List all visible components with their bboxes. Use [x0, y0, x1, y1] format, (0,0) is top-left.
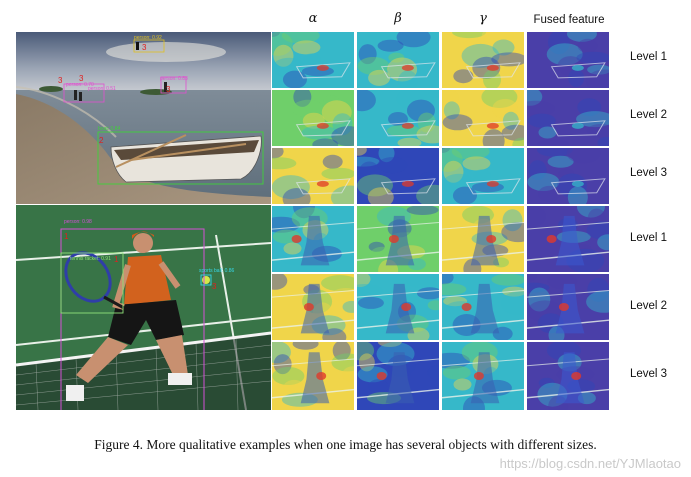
heatmap-cell-beta-level-3 — [357, 148, 439, 204]
heatmap-cell-beta-level-3 — [357, 342, 439, 410]
tennis-scene-image — [16, 205, 271, 410]
level-label: Level 1 — [630, 51, 668, 63]
detection-number: 3 — [58, 76, 63, 85]
boat-scene-image — [16, 32, 271, 204]
heatmap-cell-alpha-level-2 — [272, 274, 354, 340]
level-label: Level 2 — [630, 109, 668, 121]
detection-label: sports ball: 0.86 — [199, 268, 235, 274]
heatmap-cell-fused-level-1 — [527, 32, 609, 88]
level-label: Level 1 — [630, 232, 668, 244]
detection-number: 3 — [212, 282, 217, 291]
heatmap-cell-fused-level-3 — [527, 342, 609, 410]
detection-label: person: 0.98 — [64, 219, 92, 225]
detection-number: 1 — [114, 255, 119, 264]
level-label: Level 2 — [630, 300, 668, 312]
heatmap-cell-fused-level-1 — [527, 206, 609, 272]
heatmap-cell-alpha-level-2 — [272, 90, 354, 146]
heatmap-cell-gamma-level-1 — [442, 32, 524, 88]
detection-number: 2 — [99, 136, 104, 145]
level-label: Level 3 — [630, 368, 668, 380]
column-header-gamma: γ — [479, 11, 487, 26]
heatmap-cell-gamma-level-1 — [442, 206, 524, 272]
detection-label: tennis racket: 0.91 — [70, 256, 111, 262]
heatmap-cell-alpha-level-3 — [272, 342, 354, 410]
heatmap-cell-gamma-level-2 — [442, 90, 524, 146]
detection-label: person: 0.83 — [160, 76, 188, 82]
heatmap-cell-fused-level-2 — [527, 90, 609, 146]
detection-label: person: 0.92 — [134, 35, 162, 41]
heatmap-cell-beta-level-1 — [357, 206, 439, 272]
detection-label: boat: 0.84 — [98, 126, 121, 132]
watermark: https://blog.csdn.net/YJMlaotao — [499, 456, 681, 471]
level-label: Level 3 — [630, 167, 668, 179]
heatmap-cell-gamma-level-3 — [442, 342, 524, 410]
heatmap-cell-beta-level-1 — [357, 32, 439, 88]
heatmap-cell-alpha-level-1 — [272, 32, 354, 88]
detection-number: 1 — [64, 232, 69, 241]
heatmap-cell-fused-level-2 — [527, 274, 609, 340]
detection-number: 3 — [142, 43, 147, 52]
heatmap-cell-beta-level-2 — [357, 274, 439, 340]
heatmap-cell-gamma-level-2 — [442, 274, 524, 340]
column-header-alpha: α — [308, 11, 318, 26]
column-header-beta: β — [394, 11, 402, 26]
heatmap-cell-fused-level-3 — [527, 148, 609, 204]
heatmap-cell-beta-level-2 — [357, 90, 439, 146]
detection-number: 3 — [166, 85, 171, 94]
detection-label: person: 0.70 — [66, 82, 94, 88]
figure-caption: Figure 4. More qualitative examples when… — [94, 437, 597, 452]
column-header-fused-feature: Fused feature — [533, 14, 605, 26]
heatmap-cell-alpha-level-3 — [272, 148, 354, 204]
heatmap-cell-alpha-level-1 — [272, 206, 354, 272]
detection-number: 3 — [79, 74, 84, 83]
heatmap-cell-gamma-level-3 — [442, 148, 524, 204]
detection-label: person: 0.51 — [88, 86, 116, 92]
